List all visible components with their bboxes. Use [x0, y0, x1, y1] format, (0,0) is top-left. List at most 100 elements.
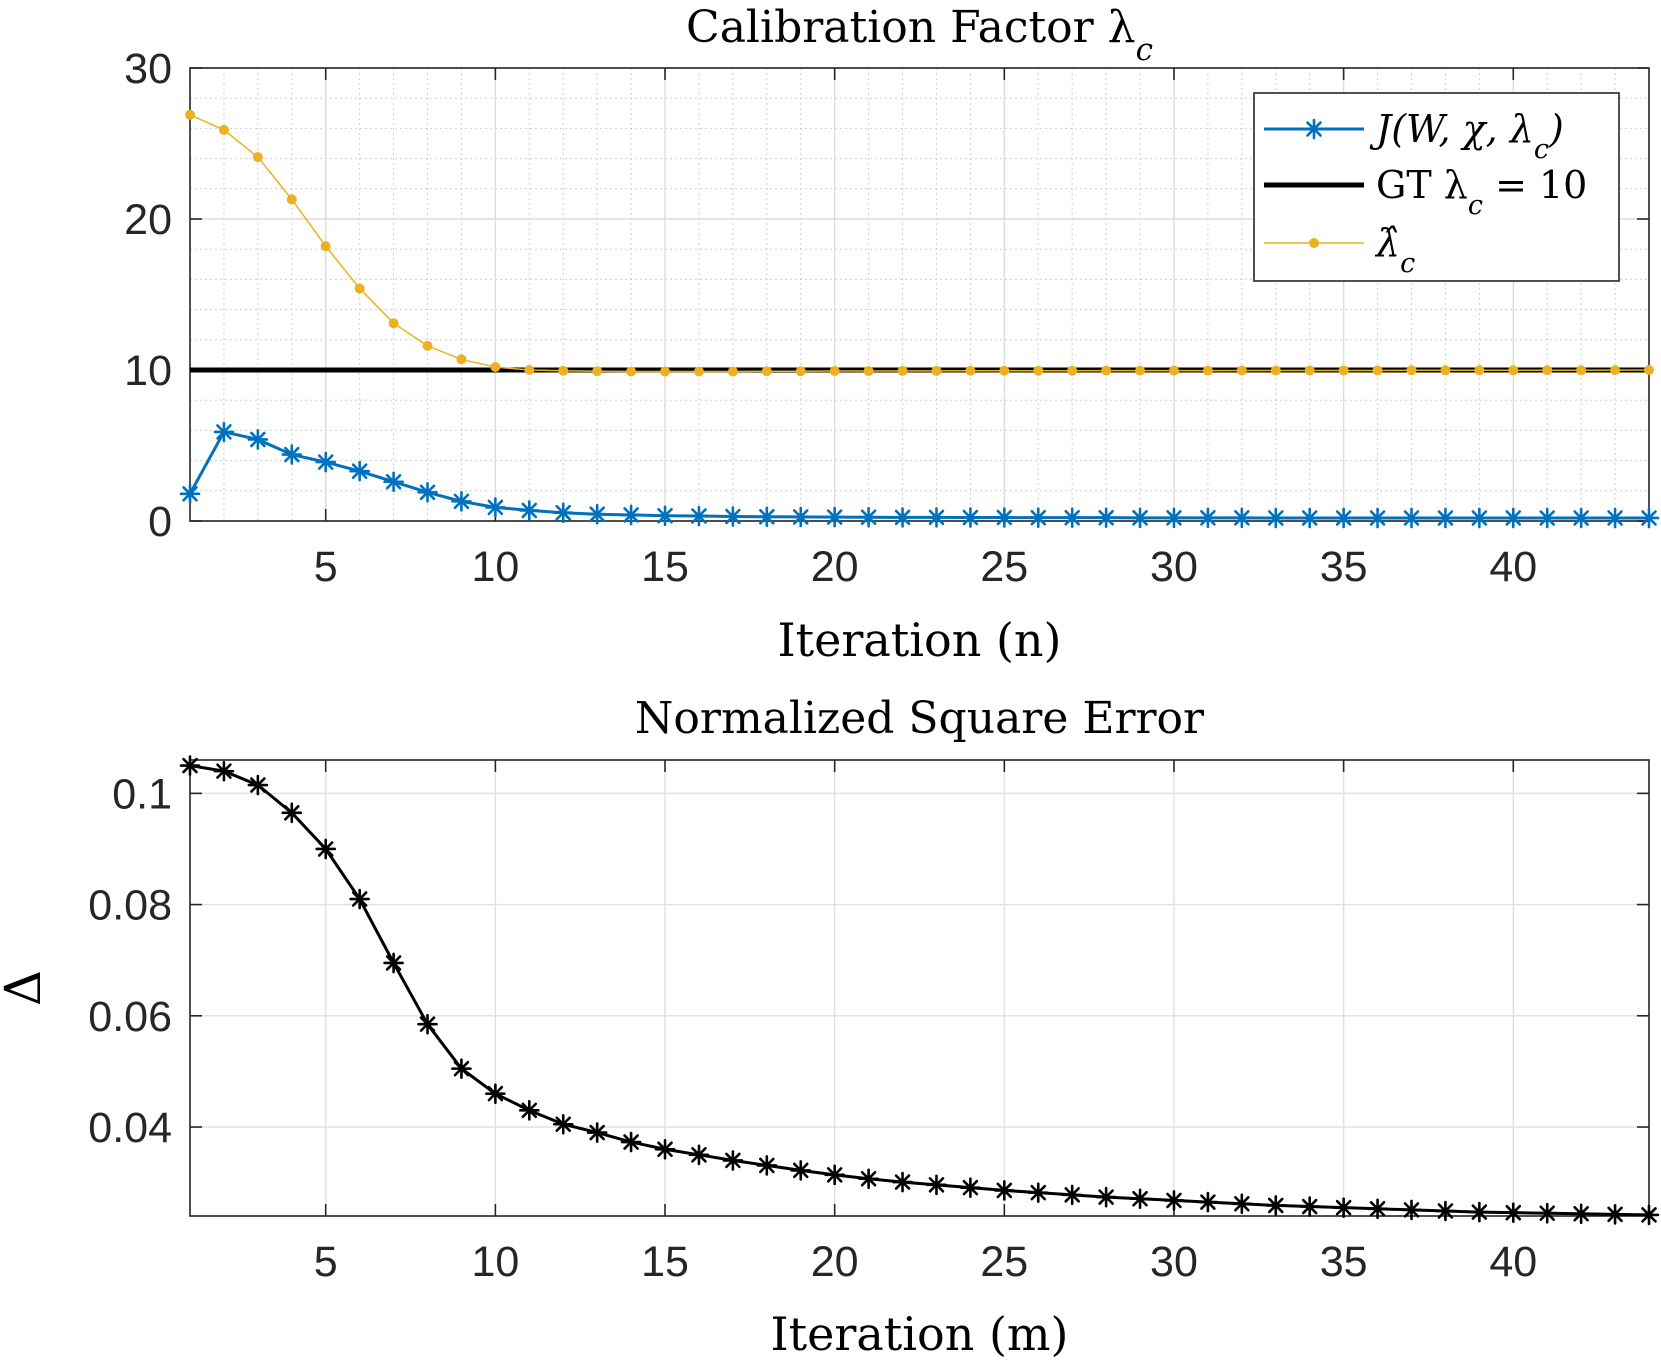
- lambda-hat-point: [592, 366, 603, 377]
- nse-point: [1604, 1204, 1626, 1225]
- cost-j-point: [349, 460, 370, 482]
- cost-j-point: [1129, 507, 1151, 529]
- marker-stroke: [1573, 510, 1589, 526]
- subscript: c: [1468, 190, 1483, 221]
- lambda-hat-point: [286, 194, 297, 205]
- marker-stroke: [555, 1116, 572, 1133]
- marker-stroke: [996, 1182, 1013, 1199]
- x-tick-label: 25: [980, 1238, 1028, 1286]
- lambda-hat-point: [626, 366, 637, 377]
- cost-j-point: [1536, 507, 1558, 529]
- marker-stroke: [487, 1085, 504, 1102]
- marker-stroke: [216, 424, 232, 440]
- y-tick-label: 0.04: [88, 1104, 172, 1152]
- marker-stroke: [453, 493, 470, 510]
- lambda-hat-point: [524, 365, 535, 375]
- nse-point: [281, 802, 303, 824]
- marker-stroke: [385, 955, 402, 971]
- nse-point: [1333, 1197, 1354, 1218]
- lambda-hat-point: [1372, 365, 1383, 376]
- cost-j-point: [519, 500, 540, 521]
- cost-j-point: [960, 507, 981, 528]
- cost-j-point: [722, 506, 744, 527]
- cost-j-point: [315, 451, 337, 473]
- cost-j-point: [1299, 507, 1320, 529]
- nse-point: [1197, 1191, 1219, 1213]
- x-tick-label: 40: [1489, 1238, 1537, 1286]
- nse-point: [994, 1180, 1015, 1201]
- cost-j-point: [858, 506, 879, 528]
- nse-point: [586, 1122, 608, 1143]
- marker-stroke: [1539, 1205, 1555, 1221]
- lambda-hat-point: [1270, 365, 1281, 376]
- marker-stroke: [1573, 1205, 1589, 1222]
- marker-stroke: [691, 508, 707, 524]
- lambda-hat-point: [558, 365, 569, 376]
- lambda-hat-point: [1304, 365, 1315, 376]
- marker-stroke: [589, 506, 605, 522]
- lambda-hat-point: [999, 365, 1010, 376]
- y-tick-label: 0.1: [112, 770, 172, 818]
- x-tick-label: 15: [641, 1238, 689, 1286]
- marker-stroke: [1607, 510, 1623, 526]
- cost-j-point: [1469, 507, 1490, 529]
- marker-stroke: [1539, 510, 1555, 526]
- marker-stroke: [826, 509, 843, 525]
- x-tick-label: 35: [1320, 543, 1368, 591]
- axes-box: [189, 759, 1650, 1217]
- marker-stroke: [1098, 509, 1114, 526]
- lambda-hat-point: [1168, 365, 1179, 376]
- marker-stroke: [725, 508, 741, 525]
- lambda-hat-point: [1135, 365, 1146, 376]
- cost-j-point: [1265, 507, 1287, 529]
- lambda-hat-point: [1610, 365, 1621, 376]
- lambda-hat-point: [727, 366, 738, 377]
- lambda-hat-point: [1202, 365, 1213, 376]
- nse-point: [417, 1013, 438, 1035]
- nse-point: [756, 1155, 778, 1176]
- x-tick-label: 10: [471, 543, 519, 591]
- marker-stroke: [623, 507, 639, 523]
- marker-stroke: [453, 1060, 470, 1077]
- x-tick-label: 5: [314, 543, 338, 591]
- y-axis-label: Δ: [0, 970, 52, 1006]
- marker-stroke: [1301, 510, 1318, 526]
- lambda-hat-point: [1576, 365, 1587, 376]
- suffix: = 10: [1483, 163, 1587, 207]
- nse-point: [519, 1100, 540, 1121]
- nse-point: [383, 952, 404, 974]
- marker-stroke: [1437, 1203, 1454, 1219]
- marker-stroke: [1641, 1207, 1657, 1223]
- marker-stroke: [759, 508, 775, 525]
- marker-stroke: [1064, 509, 1080, 526]
- cost-j-point: [451, 491, 472, 512]
- legend: J(W, χ, λc)GT λc = 10λ̂c: [1253, 92, 1620, 282]
- cost-j-point: [892, 507, 913, 528]
- subscript: c: [1400, 248, 1415, 279]
- marker-stroke: [894, 509, 911, 526]
- cost-j-point: [994, 507, 1015, 528]
- nse-point: [451, 1058, 472, 1079]
- nse-point: [892, 1171, 913, 1193]
- marker-stroke: [759, 1157, 775, 1174]
- series-line-lambda-hat: [189, 114, 1650, 373]
- lambda-hat-point: [1474, 365, 1485, 376]
- marker-stroke: [1369, 1200, 1386, 1217]
- marker-stroke: [317, 454, 334, 470]
- y-tick-label: 0: [148, 498, 172, 546]
- x-tick-label: 30: [1150, 1238, 1198, 1286]
- marker-stroke: [385, 473, 402, 490]
- marker-stroke: [1166, 510, 1182, 526]
- legend-marker-cost-j: [1303, 118, 1325, 140]
- marker-stroke: [725, 1152, 741, 1169]
- cost-j-point: [1367, 507, 1388, 529]
- nse-point: [1638, 1204, 1660, 1226]
- cost-j-point: [247, 429, 269, 450]
- x-tick-label: 10: [471, 1238, 519, 1286]
- nse-point: [1367, 1198, 1388, 1220]
- y-tick-label: 10: [124, 347, 172, 395]
- marker-stroke: [555, 504, 572, 521]
- lambda-hat-point: [422, 340, 433, 351]
- nse-point: [1401, 1199, 1422, 1221]
- cost-j-point: [688, 505, 710, 527]
